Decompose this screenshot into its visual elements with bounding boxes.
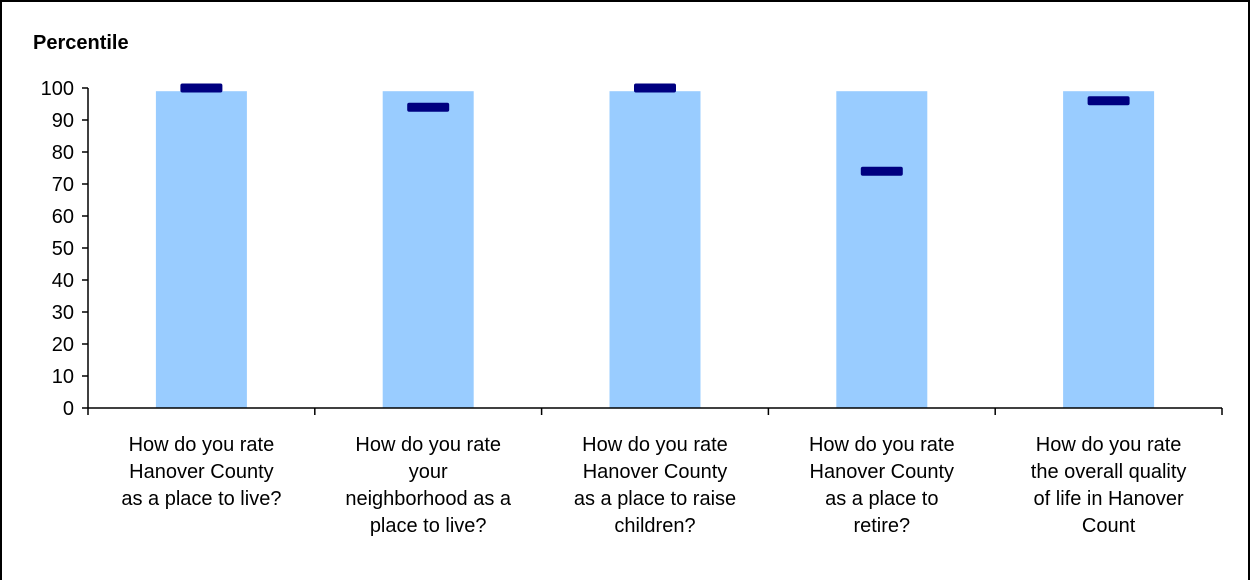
y-tick-label-40: 40 bbox=[52, 270, 74, 292]
y-tick-label-30: 30 bbox=[52, 302, 74, 324]
marker-2 bbox=[407, 102, 450, 112]
x-category-label-1: How do you rate Hanover County as a place … bbox=[121, 434, 281, 510]
marker-3 bbox=[634, 83, 676, 93]
x-category-label-3: How do you rate Hanover County as a place … bbox=[574, 434, 736, 537]
marker-1 bbox=[180, 83, 223, 93]
y-tick-label-100: 100 bbox=[41, 78, 74, 100]
bar-2 bbox=[382, 91, 474, 408]
y-tick-label-60: 60 bbox=[52, 206, 74, 228]
bar-4 bbox=[836, 91, 928, 408]
marker-5 bbox=[1087, 96, 1130, 106]
y-tick-label-90: 90 bbox=[52, 110, 74, 132]
y-tick-label-0: 0 bbox=[63, 398, 74, 420]
y-tick-label-10: 10 bbox=[52, 366, 74, 388]
x-category-label-5: How do you rate the overall quality of lif… bbox=[1031, 434, 1187, 537]
y-tick-label-70: 70 bbox=[52, 174, 74, 196]
bar-5 bbox=[1063, 91, 1155, 408]
y-axis-title: Percentile bbox=[33, 32, 129, 54]
x-category-label-2: How do you rate your neighborhood as a plac… bbox=[345, 434, 512, 537]
y-tick-label-20: 20 bbox=[52, 334, 74, 356]
y-tick-label-50: 50 bbox=[52, 238, 74, 260]
y-tick-label-80: 80 bbox=[52, 142, 74, 164]
marker-4 bbox=[860, 166, 903, 176]
bar-3 bbox=[609, 91, 701, 408]
x-category-label-4: How do you rate Hanover County as a place … bbox=[809, 434, 955, 537]
bar-1 bbox=[155, 91, 247, 408]
